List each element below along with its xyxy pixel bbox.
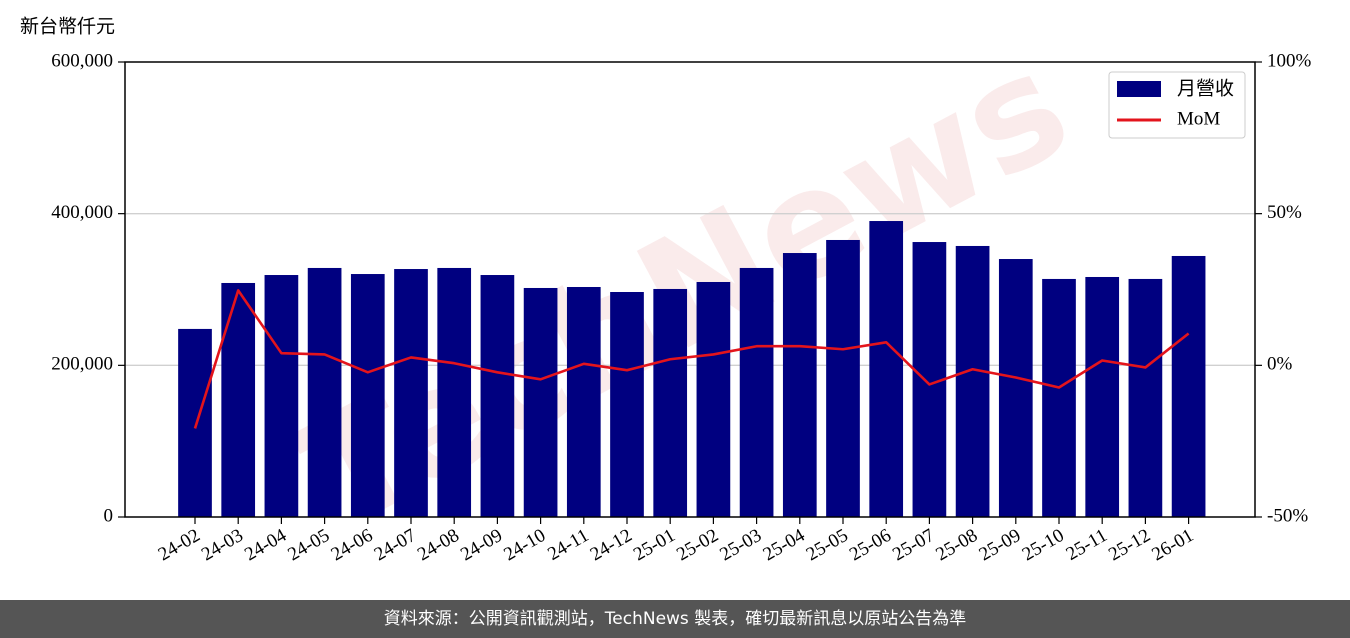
x-tick-label: 25-09 bbox=[976, 525, 1025, 565]
bar bbox=[480, 275, 515, 517]
legend-swatch bbox=[1117, 81, 1161, 97]
bar bbox=[307, 267, 342, 517]
x-tick-label: 24-12 bbox=[587, 525, 636, 565]
x-tick-label: 24-03 bbox=[198, 525, 247, 565]
bar bbox=[566, 286, 601, 517]
bar bbox=[955, 245, 990, 517]
y2-tick-label: 100% bbox=[1267, 50, 1312, 71]
x-tick-label: 24-09 bbox=[457, 525, 506, 565]
plot-frame bbox=[124, 61, 1256, 518]
x-tick-label: 25-08 bbox=[932, 525, 981, 565]
y2-tick-label: 0% bbox=[1267, 354, 1293, 375]
bar bbox=[350, 274, 385, 517]
y2-tick-label: 50% bbox=[1267, 202, 1302, 223]
x-tick-label: 26-01 bbox=[1148, 525, 1197, 565]
line bbox=[193, 289, 1190, 429]
y-tick-label: 600,000 bbox=[51, 50, 113, 71]
bar bbox=[610, 292, 644, 517]
x-tick-label: 24-04 bbox=[241, 525, 290, 566]
bar bbox=[1085, 276, 1120, 517]
y-tick-label: 400,000 bbox=[51, 202, 113, 223]
x-tick-label: 25-11 bbox=[1063, 525, 1111, 565]
bar bbox=[869, 221, 904, 517]
bar bbox=[782, 253, 817, 517]
legend-label: MoM bbox=[1177, 108, 1220, 129]
bar bbox=[696, 281, 731, 517]
y-axis-label: 新台幣仟元 bbox=[20, 16, 115, 38]
bar bbox=[178, 328, 212, 517]
x-tick-label: 25-12 bbox=[1105, 525, 1154, 565]
x-tick-label: 25-03 bbox=[716, 525, 765, 565]
x-tick-label: 25-02 bbox=[673, 525, 722, 565]
x-tick-label: 24-10 bbox=[500, 525, 549, 565]
bar bbox=[221, 282, 256, 517]
bar bbox=[394, 269, 428, 517]
bar bbox=[653, 288, 688, 517]
x-tick-label: 24-08 bbox=[414, 525, 463, 565]
bar bbox=[826, 239, 860, 517]
x-tick-label: 25-04 bbox=[760, 525, 809, 566]
bar bbox=[1128, 278, 1163, 517]
x-tick-label: 24-02 bbox=[155, 525, 204, 565]
x-tick-label: 25-05 bbox=[803, 525, 852, 565]
bar bbox=[264, 275, 299, 517]
x-tick-label: 25-01 bbox=[630, 525, 679, 565]
bar bbox=[739, 267, 774, 517]
x-tick-label: 24-11 bbox=[544, 525, 592, 565]
x-tick-label: 25-06 bbox=[846, 525, 895, 565]
x-tick-label: 25-07 bbox=[889, 525, 938, 565]
y2-tick-label: -50% bbox=[1267, 505, 1308, 526]
bar bbox=[1042, 278, 1076, 517]
chart: 新台幣仟元 TechNews 0200,000400,000600,000-50… bbox=[20, 16, 1312, 566]
legend-label: 月營收 bbox=[1177, 78, 1234, 100]
bar bbox=[998, 259, 1033, 517]
bar bbox=[523, 287, 558, 517]
source-footer: 資料來源：公開資訊觀測站，TechNews 製表，確切最新訊息以原站公告為準 bbox=[0, 600, 1350, 638]
bar bbox=[437, 267, 472, 517]
bar bbox=[1171, 255, 1206, 517]
y-tick-label: 200,000 bbox=[51, 354, 113, 375]
x-tick-label: 25-10 bbox=[1019, 525, 1068, 565]
y-tick-label: 0 bbox=[104, 505, 114, 526]
x-tick-label: 24-05 bbox=[284, 525, 333, 565]
